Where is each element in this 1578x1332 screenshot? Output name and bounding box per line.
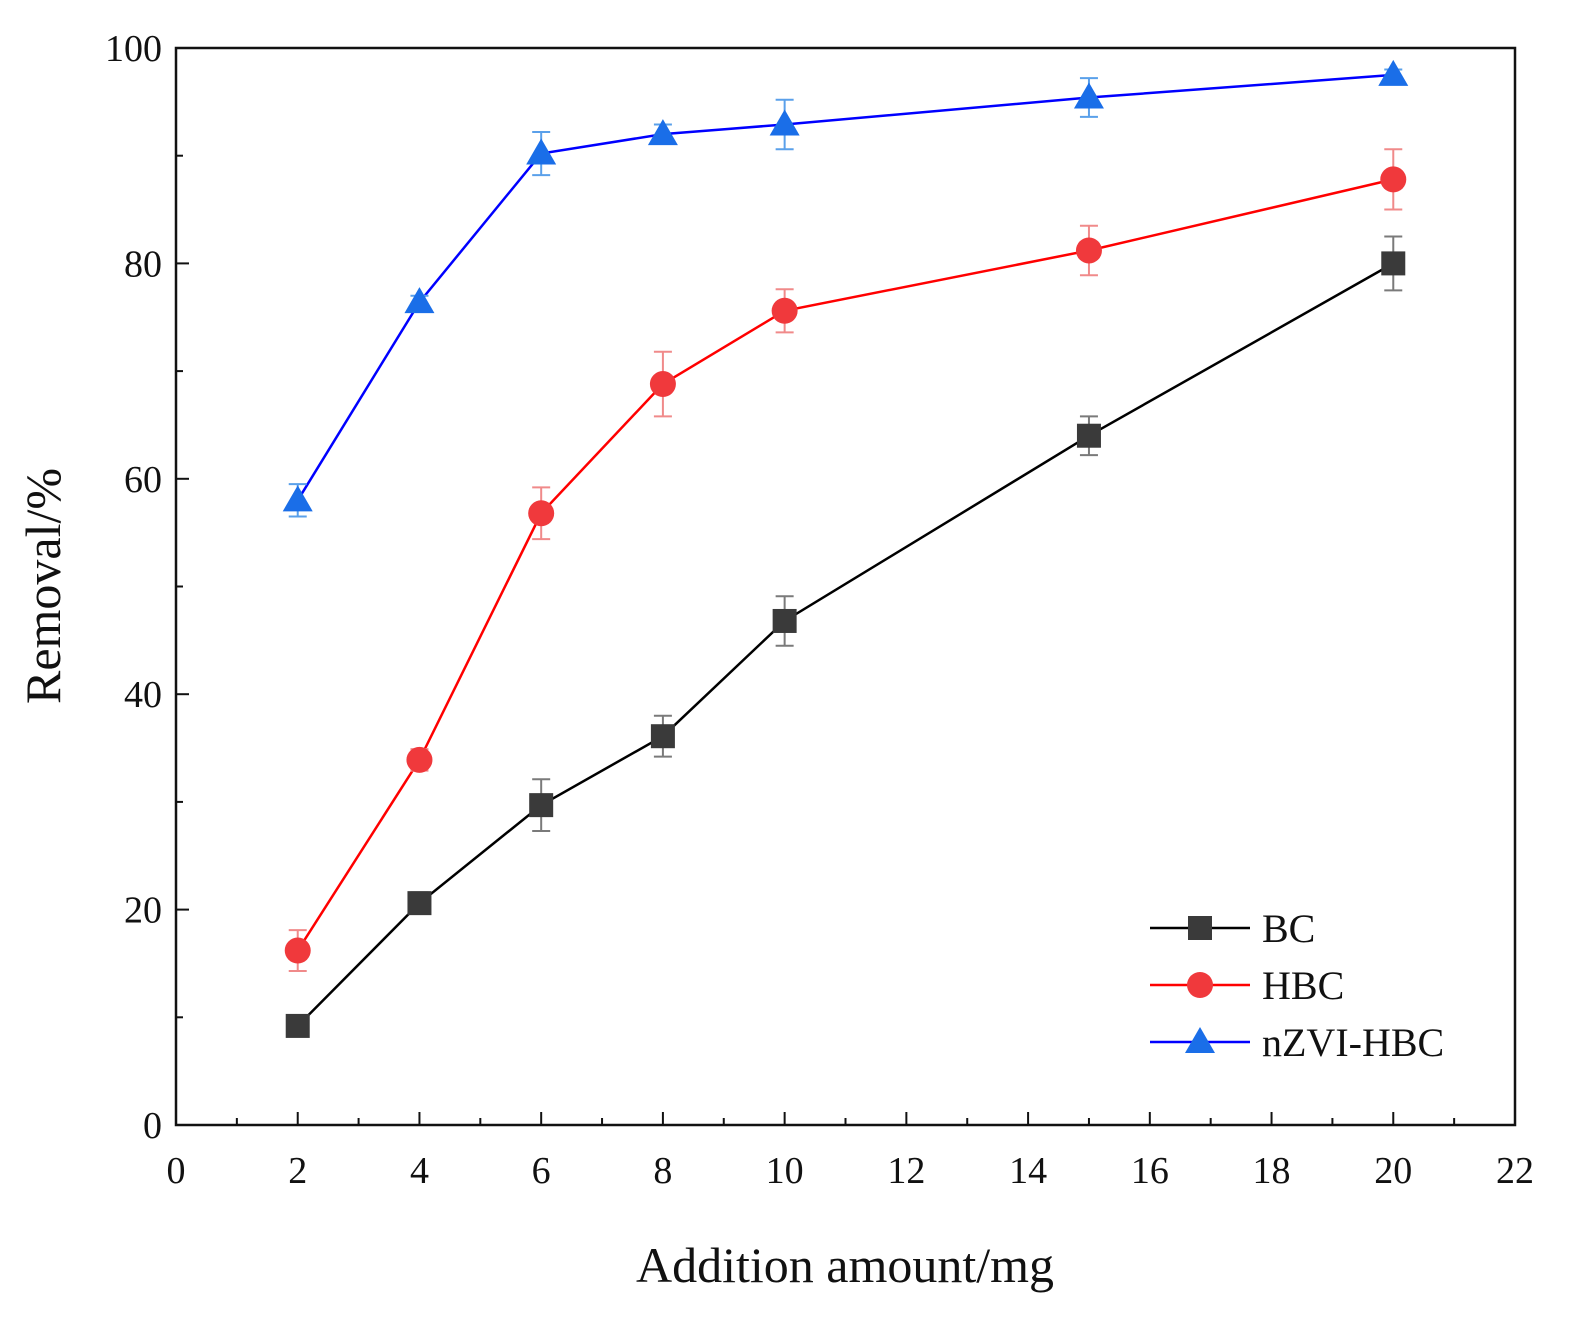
legend-label: nZVI-HBC	[1262, 1020, 1444, 1065]
x-axis-title: Addition amount/mg	[636, 1237, 1054, 1293]
series-hbc	[284, 148, 1407, 972]
series-line	[296, 73, 1394, 501]
series-bc	[285, 235, 1406, 1038]
data-point	[1073, 82, 1104, 109]
y-tick-label: 20	[124, 890, 162, 932]
series-line	[296, 262, 1394, 1027]
legend-marker	[1188, 916, 1212, 940]
data-point	[649, 371, 676, 398]
axis-ticks: 0 2 4 6 8 10 12 14 16 18 20 22 0 20 40 60 80 100	[105, 28, 1534, 1192]
x-tick-label: 14	[1009, 1150, 1047, 1192]
y-tick-label: 100	[105, 28, 162, 70]
y-tick-label: 0	[143, 1105, 162, 1147]
series-line	[296, 178, 1394, 952]
data-point	[1380, 166, 1407, 193]
data-point	[769, 109, 800, 136]
data-point	[282, 485, 313, 512]
data-point	[1378, 59, 1409, 86]
y-tick-label: 60	[124, 459, 162, 501]
data-point	[650, 724, 675, 749]
data-point	[284, 937, 311, 964]
legend: BC HBC nZVI-HBC	[1150, 906, 1444, 1065]
data-point	[529, 793, 554, 818]
x-tick-label: 12	[887, 1150, 925, 1192]
x-tick-label: 4	[410, 1150, 429, 1192]
x-tick-label: 18	[1253, 1150, 1291, 1192]
x-tick-label: 8	[653, 1150, 672, 1192]
data-point	[772, 608, 797, 633]
y-axis-title: Removal/%	[15, 468, 71, 704]
data-point	[528, 500, 555, 527]
legend-marker	[1185, 1027, 1215, 1053]
x-tick-label: 16	[1131, 1150, 1169, 1192]
data-point	[1381, 251, 1406, 276]
series-layer	[282, 59, 1409, 1038]
data-point	[526, 138, 557, 165]
y-tick-label: 40	[124, 674, 162, 716]
data-point	[1076, 423, 1101, 448]
data-point	[404, 287, 435, 314]
data-point	[406, 746, 433, 773]
data-point	[1075, 237, 1102, 264]
data-point	[407, 891, 432, 916]
x-tick-label: 2	[288, 1150, 307, 1192]
legend-marker	[1187, 972, 1213, 998]
x-tick-label: 22	[1496, 1150, 1534, 1192]
x-tick-label: 6	[532, 1150, 551, 1192]
data-point	[647, 119, 678, 146]
x-tick-label: 10	[766, 1150, 804, 1192]
series-nzvi-hbc	[282, 59, 1409, 518]
x-tick-label: 0	[167, 1150, 186, 1192]
data-point	[771, 297, 798, 324]
data-point	[285, 1013, 310, 1038]
y-tick-label: 80	[124, 243, 162, 285]
legend-label: HBC	[1262, 963, 1344, 1008]
x-tick-label: 20	[1374, 1150, 1412, 1192]
legend-label: BC	[1262, 906, 1315, 951]
